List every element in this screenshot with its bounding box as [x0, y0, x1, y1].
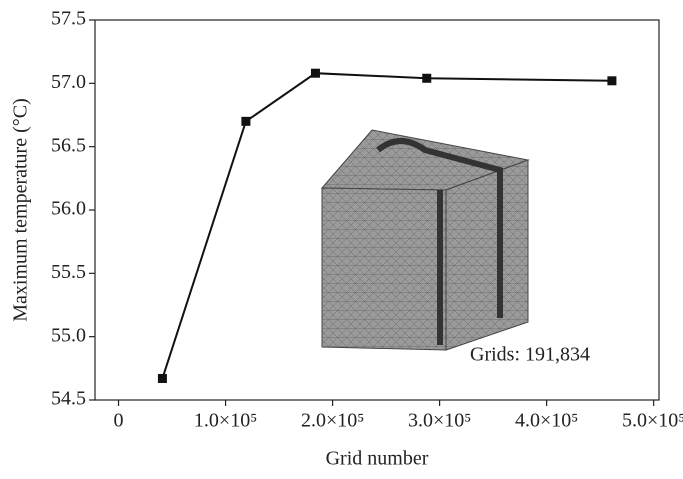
y-tick-label: 57.5 — [51, 8, 86, 30]
x-tick-label: 1.0×10⁵ — [194, 410, 257, 432]
marker — [157, 373, 167, 383]
marker — [607, 76, 617, 86]
marker — [422, 73, 432, 83]
x-tick-label: 2.0×10⁵ — [301, 410, 364, 432]
cube-side — [445, 159, 529, 351]
annotation: Grids: 191,834 — [470, 344, 590, 366]
y-tick-label: 54.5 — [51, 388, 86, 410]
marker — [310, 68, 320, 78]
marker — [241, 116, 251, 126]
x-tick-label: 4.0×10⁵ — [515, 410, 578, 432]
y-tick-label: 56.5 — [51, 134, 86, 156]
cooling-channel — [376, 138, 503, 318]
y-tick-label: 55.5 — [51, 261, 86, 283]
x-tick-label: 0 — [114, 410, 124, 432]
mesh-inset — [320, 129, 530, 351]
cube-front — [321, 187, 447, 351]
y-tick-label: 56.0 — [51, 198, 86, 220]
x-tick-label: 5.0×10⁵ — [622, 410, 683, 432]
x-axis-label: Grid number — [326, 448, 429, 470]
y-tick-label: 55.0 — [51, 324, 86, 346]
x-tick-label: 3.0×10⁵ — [408, 410, 471, 432]
y-tick-label: 57.0 — [51, 71, 86, 93]
y-axis-label: Maximum temperature (°C) — [10, 98, 32, 322]
